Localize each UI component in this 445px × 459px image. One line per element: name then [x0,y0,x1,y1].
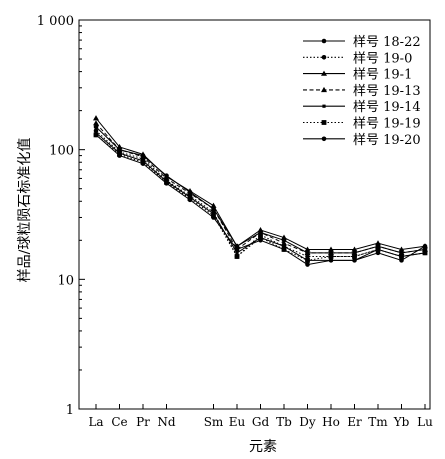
x-tick-label: Sm [204,415,224,429]
data-point [352,258,357,263]
series-4 [93,120,428,256]
data-point [328,254,334,259]
plot-frame [78,19,431,410]
data-point [375,250,381,256]
data-point [211,215,216,220]
data-point [422,250,428,256]
data-point [305,262,310,267]
y-axis-label: 样品/球粒陨石标准化值 [17,138,33,283]
data-point [351,246,358,252]
x-axis: La Ce Pr Nd Sm Eu Gd Tb Dy Ho Er Tm Yb Lu [88,404,433,429]
series-7 [93,132,428,267]
x-tick-label: Nd [157,415,176,429]
legend-marker [321,120,327,125]
data-point [140,153,146,160]
y-tick-label: 1 000 [37,14,74,29]
y-tick-label: 1 [66,403,74,418]
x-tick-label: Eu [229,415,246,429]
legend-label: 样号 19-14 [353,100,421,115]
data-point [281,247,287,252]
data-point [305,254,310,259]
x-tick-label: Yb [393,415,410,429]
x-tick-label: Er [347,415,362,429]
legend-label: 样号 19-0 [353,51,412,66]
data-point [304,246,311,252]
data-point [187,197,193,203]
data-point [93,124,99,130]
series-line [95,130,426,258]
x-tick-label: Dy [299,415,316,429]
data-point [117,153,122,158]
x-tick-label: La [88,415,103,429]
data-point [399,254,404,259]
data-point [282,244,286,248]
x-tick-label: Ce [111,415,127,429]
data-point [210,205,217,211]
data-point [93,132,99,138]
legend-marker [321,70,327,76]
series-group [93,115,428,267]
legend-marker [321,55,327,60]
legend-label: 样号 19-19 [353,117,421,132]
x-tick-label: Ho [322,415,340,429]
data-point [375,247,381,252]
legend-label: 样号 18-22 [353,35,421,50]
data-point [210,202,217,208]
legend-marker [322,104,326,108]
x-tick-label: Lu [417,415,433,429]
legend-label: 样号 19-13 [353,84,421,99]
data-point [234,247,240,252]
data-point [352,254,357,259]
y-tick-label: 100 [49,144,74,159]
x-tick-label: Tb [276,415,292,429]
data-point [281,240,287,246]
data-point [234,254,240,259]
data-point [398,249,405,256]
data-point [258,237,263,243]
data-point [328,246,334,252]
x-axis-label: 元素 [249,439,277,455]
data-point [375,240,381,246]
data-point [328,249,334,256]
x-tick-label: Gd [252,415,270,429]
data-point [422,243,428,249]
data-point [257,229,264,235]
data-point [399,258,404,263]
data-point [116,146,123,152]
legend-label: 样号 19-20 [353,133,421,148]
data-point [304,249,311,256]
data-point [281,234,287,240]
data-point [305,257,310,263]
data-point [140,161,146,166]
legend-marker [321,86,327,93]
legend-marker [321,136,327,142]
data-point [422,246,428,252]
legend-marker [321,38,327,44]
plot-area [78,19,431,410]
data-point [187,190,193,196]
data-point [93,120,99,126]
data-point [351,249,358,256]
y-tick-label: 10 [57,273,74,288]
y-axis: 1 10 100 1 000 [37,14,85,418]
data-point [235,251,239,255]
x-tick-label: Pr [136,415,150,429]
data-point [328,258,334,263]
data-point [164,181,169,186]
x-tick-label: Tm [368,415,388,429]
data-point [258,235,263,240]
data-point [93,115,99,121]
data-point [163,175,170,181]
data-point [398,246,405,252]
legend-label: 样号 19-1 [353,68,412,83]
